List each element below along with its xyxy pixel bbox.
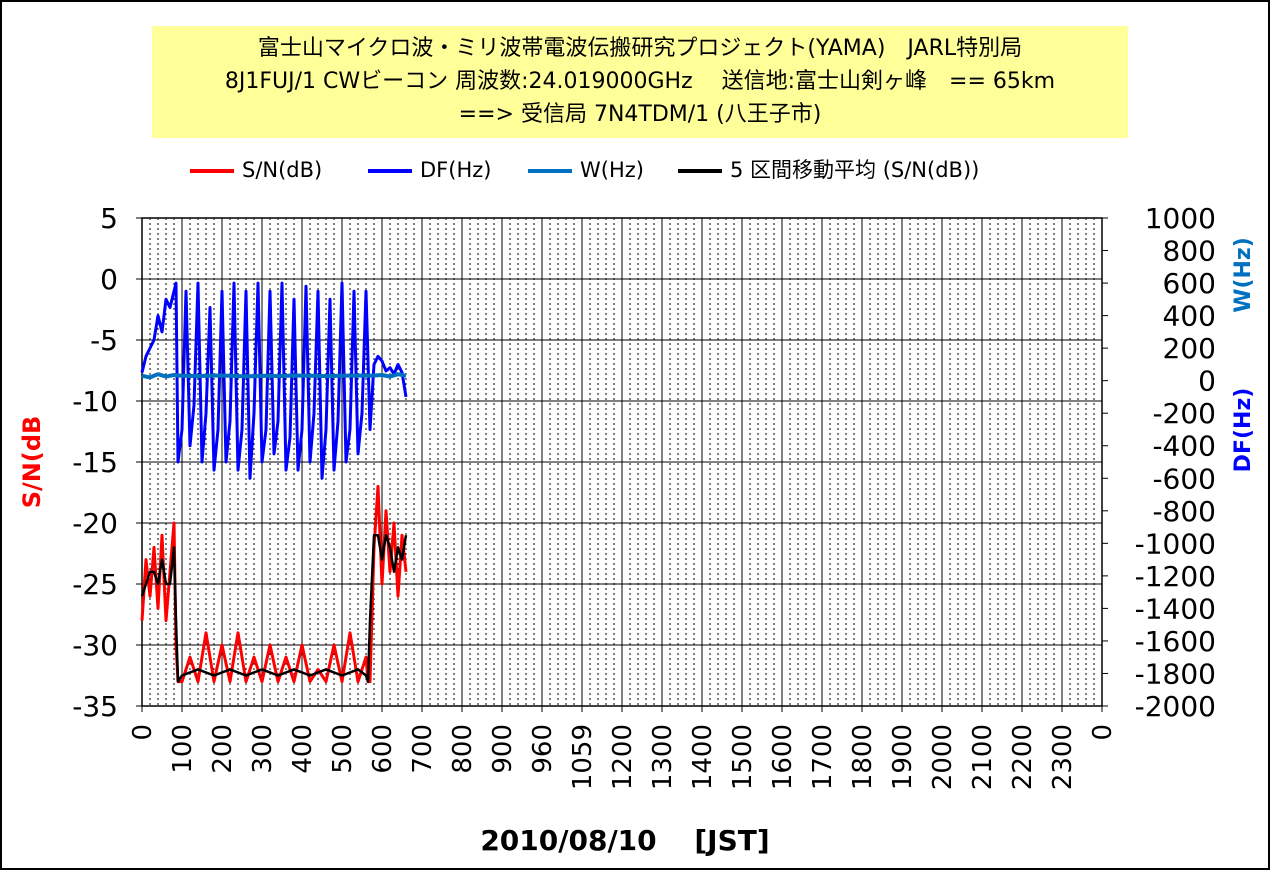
y-left-tick-label: -10 <box>72 385 118 418</box>
legend-swatch-w <box>528 169 572 173</box>
y-right-tick-label: 800 <box>1163 235 1216 268</box>
y-right-tick-label: -1000 <box>1135 527 1216 560</box>
legend-item-df: DF(Hz) <box>368 155 538 185</box>
legend-item-avg: 5 区間移動平均 (S/N(dB)) <box>678 155 1078 185</box>
y-right-tick-label: -1600 <box>1135 625 1216 658</box>
x-tick-label: 2000 <box>928 724 958 790</box>
x-tick-label: 900 <box>488 724 518 774</box>
series-line-sn <box>140 484 408 684</box>
y-left-tick-label: -20 <box>72 507 118 540</box>
y-left-tick-label: -30 <box>72 629 118 662</box>
series-line-avg <box>140 533 408 683</box>
y-right-tick-label: -600 <box>1152 462 1216 495</box>
y-left-tick-label: -15 <box>72 446 118 479</box>
x-tick-label: 1700 <box>808 724 838 790</box>
x-tick-label: 1900 <box>888 724 918 790</box>
x-tick-label: 100 <box>168 724 198 774</box>
legend-item-w: W(Hz) <box>528 155 668 185</box>
legend-label-df: DF(Hz) <box>420 158 492 182</box>
x-axis-title: 2010/08/10 [JST] <box>480 824 769 857</box>
y-right-tick-label: -1800 <box>1135 657 1216 690</box>
x-tick-label: 0 <box>1088 724 1118 741</box>
legend-item-sn: S/N(dB) <box>190 155 360 185</box>
x-tick-label: 0 <box>128 724 158 741</box>
y-right-tick-label: 200 <box>1163 332 1216 365</box>
x-tick-label: 1300 <box>648 724 678 790</box>
y-right-tick-label: 600 <box>1163 267 1216 300</box>
y-left-tick-label: -35 <box>72 690 118 723</box>
x-tick-label: 1800 <box>848 724 878 790</box>
x-tick-label: 1059 <box>568 724 598 790</box>
legend-swatch-sn <box>190 169 234 173</box>
y-left-tick-label: 5 <box>100 202 118 235</box>
y-axis-title-right-bottom: DF(Hz) <box>1231 388 1256 473</box>
x-tick-label: 300 <box>248 724 278 774</box>
legend-swatch-df <box>368 169 412 173</box>
x-tick-label: 2200 <box>1008 724 1038 790</box>
y-right-tick-label: -200 <box>1152 397 1216 430</box>
x-tick-label: 200 <box>208 724 238 774</box>
x-tick-label: 960 <box>528 724 558 774</box>
legend-label-sn: S/N(dB) <box>242 158 323 182</box>
y-left-tick-label: -5 <box>90 324 118 357</box>
x-tick-label: 1200 <box>608 724 638 790</box>
y-right-tick-label: -2000 <box>1135 690 1216 723</box>
x-tick-label: 1600 <box>768 724 798 790</box>
y-right-tick-label: -800 <box>1152 495 1216 528</box>
y-right-tick-label: 400 <box>1163 300 1216 333</box>
x-tick-label: 700 <box>408 724 438 774</box>
x-tick-label: 1500 <box>728 724 758 790</box>
x-tick-label: 2300 <box>1048 724 1078 790</box>
x-tick-label: 800 <box>448 724 478 774</box>
x-tick-label: 600 <box>368 724 398 774</box>
legend-label-avg: 5 区間移動平均 (S/N(dB)) <box>730 158 980 182</box>
y-right-tick-label: -400 <box>1152 430 1216 463</box>
legend-swatch-avg <box>678 169 722 173</box>
chart-title-line-1: 富士山マイクロ波・ミリ波帯電波伝搬研究プロジェクト(YAMA) JARL特別局 <box>257 36 1023 61</box>
chart-title-line-3: ==> 受信局 7N4TDM/1 (八王子市) <box>458 102 822 127</box>
x-tick-label: 2100 <box>968 724 998 790</box>
series-line-w <box>141 372 407 380</box>
y-right-tick-label: 1000 <box>1145 202 1216 235</box>
y-right-tick-label: 0 <box>1198 365 1216 398</box>
x-tick-label: 1400 <box>688 724 718 790</box>
y-left-tick-label: 0 <box>100 263 118 296</box>
y-axis-title-left: S/N(dB <box>18 416 46 509</box>
series-line-df <box>140 281 408 480</box>
y-left-tick-label: -25 <box>72 568 118 601</box>
y-axis-title-right-top: W(Hz) <box>1231 237 1256 313</box>
y-right-tick-label: -1200 <box>1135 560 1216 593</box>
chart-title-line-2: 8J1FUJ/1 CWビーコン 周波数:24.019000GHz 送信地:富士山… <box>224 69 1056 94</box>
x-tick-label: 500 <box>328 724 358 774</box>
legend-label-w: W(Hz) <box>580 158 644 182</box>
x-tick-label: 400 <box>288 724 318 774</box>
y-right-tick-label: -1400 <box>1135 592 1216 625</box>
chart-title-box: 富士山マイクロ波・ミリ波帯電波伝搬研究プロジェクト(YAMA) JARL特別局 … <box>152 26 1128 138</box>
